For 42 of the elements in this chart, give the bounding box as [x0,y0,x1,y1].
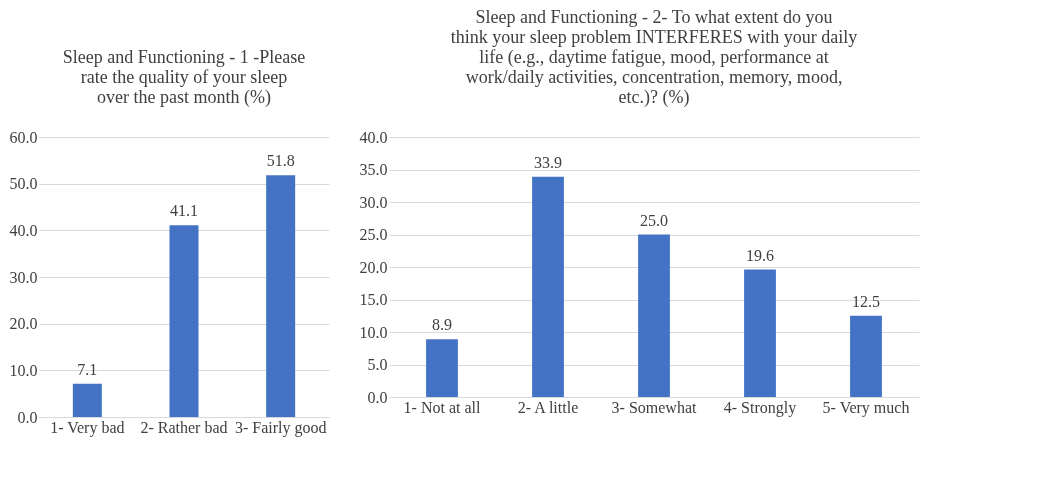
chart-title: Sleep and Functioning - 2- To what extent do you think your sleep problem INTERFERES with your daily life (e.g., daytime fatigue, mood, performance at work/daily activities, concentration, memory, mood, etc.)? (%) [450,7,858,108]
chart-title: Sleep and Functioning - 1 -Please rate the quality of your sleep over the past month (%) [62,47,306,108]
bar [72,383,102,417]
x-tick-label: 1- Not at all [403,398,481,416]
bar [850,315,882,397]
y-tick-label: 10.0 [359,323,388,341]
bar [426,339,458,397]
y-tick-label: 35.0 [359,161,388,178]
y-tick-label: 20.0 [9,315,38,333]
bar [638,234,670,397]
y-tick-label: 0.0 [17,408,38,426]
data-label: 51.8 [266,152,295,170]
bar [532,176,564,397]
x-tick-label: 3- Somewhat [611,398,697,416]
bar [169,225,199,417]
y-tick-label: 50.0 [9,175,38,193]
x-tick-label: 1- Very bad [50,418,125,437]
data-label: 25.0 [640,211,668,229]
bar [266,175,296,417]
y-tick-label: 0.0 [367,388,388,406]
x-tick-label: 2- Rather bad [140,418,228,436]
y-tick-label: 5.0 [367,356,388,373]
data-label: 8.9 [432,316,452,334]
y-tick-label: 10.0 [9,361,38,379]
x-tick-label: 3- Fairly good [234,418,327,437]
data-label: 19.6 [746,246,774,264]
y-tick-label: 30.0 [9,268,38,286]
y-tick-label: 30.0 [359,193,388,211]
data-label: 7.1 [77,360,98,378]
y-tick-label: 20.0 [359,258,388,276]
y-tick-label: 40.0 [9,221,38,239]
y-tick-label: 60.0 [9,128,38,146]
y-tick-label: 25.0 [359,226,388,243]
x-tick-label: 5- Very much [822,398,910,417]
data-label: 41.1 [170,202,198,220]
y-tick-label: 40.0 [359,128,388,146]
data-label: 33.9 [534,153,562,171]
data-label: 12.5 [852,292,880,310]
x-tick-label: 4- Strongly [723,398,797,417]
y-tick-label: 15.0 [359,291,388,308]
bar [744,269,776,397]
x-tick-label: 2- A little [517,398,579,416]
